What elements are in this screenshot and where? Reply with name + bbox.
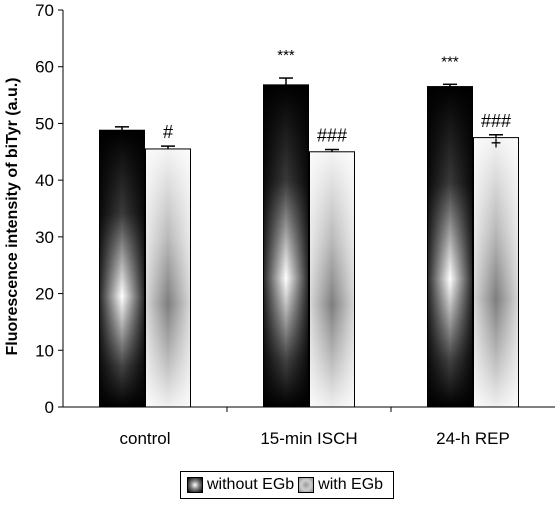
bar-without-egb-shade xyxy=(99,129,145,408)
annotations: #***###***###+ xyxy=(163,47,511,153)
significance-label: *** xyxy=(441,53,459,70)
y-axis-label: Fluorescence intensity of biTyr (a.u.) xyxy=(4,78,21,356)
legend-item-without-egb: without EGb xyxy=(187,476,294,494)
legend-item-with-egb: with EGb xyxy=(298,476,383,494)
bars xyxy=(99,77,519,408)
significance-label: *** xyxy=(277,47,295,64)
bar-with-egb-shade xyxy=(309,151,355,408)
legend-label: without EGb xyxy=(207,476,295,493)
bar-without-egb-shade xyxy=(263,84,309,408)
bar-with-egb-shade xyxy=(473,137,519,408)
y-tick-label: 40 xyxy=(35,171,54,190)
y-tick-label: 20 xyxy=(35,285,54,304)
significance-label: ### xyxy=(317,126,347,146)
y-tick-label: 0 xyxy=(45,398,54,417)
x-tick-label: control xyxy=(119,429,170,448)
bar-with-egb-shade xyxy=(145,148,191,408)
significance-label: ### xyxy=(481,111,511,131)
legend-label: with EGb xyxy=(318,476,384,493)
y-tick-label: 60 xyxy=(35,58,54,77)
y-tick-label: 30 xyxy=(35,228,54,247)
significance-label: + xyxy=(491,133,502,153)
legend-swatch-dark xyxy=(187,477,203,493)
legend-swatch-light xyxy=(298,477,315,493)
axes: 0 10 20 30 40 50 60 70 Fluorescence intensity of… xyxy=(4,1,555,448)
y-tick-label: 70 xyxy=(35,1,54,20)
bar-without-egb-shade xyxy=(427,86,473,408)
legend: without EGb with EGb xyxy=(180,471,395,499)
x-tick-label: 24-h REP xyxy=(436,429,510,448)
y-tick-label: 50 xyxy=(35,114,54,133)
x-tick-label: 15-min ISCH xyxy=(260,429,357,448)
significance-label: # xyxy=(163,122,173,142)
y-tick-label: 10 xyxy=(35,341,54,360)
